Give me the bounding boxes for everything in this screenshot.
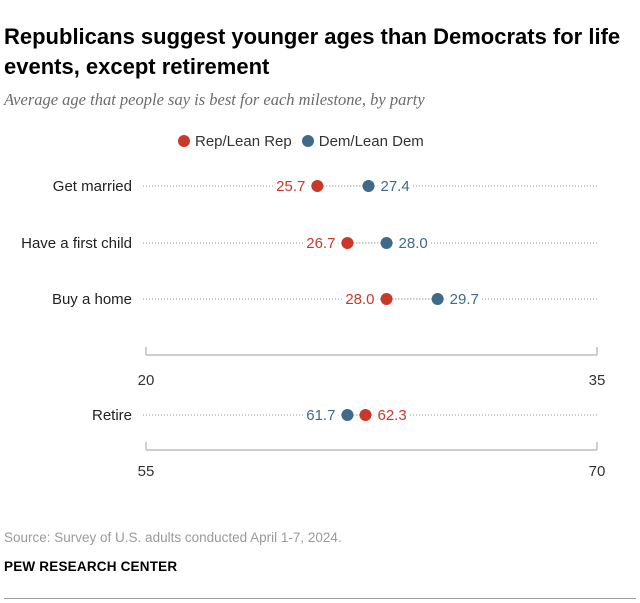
dem-dot (362, 180, 375, 192)
source-note: Source: Survey of U.S. adults conducted … (4, 530, 342, 545)
rep-value-label: 62.3 (377, 407, 406, 424)
value-label-background (446, 291, 482, 308)
legend-dem-label: Dem/Lean Dem (318, 132, 424, 150)
row-label: Have a first child (21, 235, 132, 252)
value-label-background (374, 407, 410, 424)
legend-rep-label: Rep/Lean Rep (195, 132, 292, 150)
value-label-background (303, 235, 339, 252)
x-tick-label: 20 (138, 372, 155, 389)
row-label: Get married (53, 178, 132, 195)
dem-dot (341, 409, 354, 421)
rep-value-label: 26.7 (306, 235, 335, 252)
legend-item-rep: Rep/Lean Rep (178, 133, 292, 150)
legend: Rep/Lean Rep Dem/Lean Dem (178, 131, 434, 151)
bottom-rule (4, 598, 636, 599)
value-label-background (342, 291, 378, 308)
dem-value-label: 27.4 (380, 178, 409, 195)
rep-dot (359, 409, 372, 421)
value-label-background (395, 235, 431, 252)
dem-value-label: 28.0 (399, 235, 428, 252)
rep-dot (311, 180, 324, 192)
row-label: Buy a home (52, 291, 132, 308)
org-name: PEW RESEARCH CENTER (4, 559, 178, 574)
dem-value-label: 61.7 (306, 407, 335, 424)
chart-title: Republicans suggest younger ages than De… (4, 24, 621, 79)
row-label: Retire (92, 407, 132, 424)
rep-dot (341, 237, 354, 249)
value-label-background (273, 178, 309, 195)
legend-dem-dot (301, 135, 314, 147)
legend-rep-dot (178, 135, 190, 147)
value-label-background (303, 407, 339, 424)
rep-value-label: 28.0 (345, 291, 374, 308)
x-tick-label: 55 (138, 463, 155, 480)
chart-subtitle: Average age that people say is best for … (4, 90, 425, 109)
dem-value-label: 29.7 (450, 291, 479, 308)
dot-chart: Get married 25.7 27.4 Have a first child 26.… (21, 178, 606, 480)
x-tick-label: 35 (589, 372, 606, 389)
dem-dot (431, 293, 444, 305)
dem-dot (380, 237, 393, 249)
value-label-background (377, 178, 413, 195)
rep-dot (380, 293, 393, 305)
x-tick-label: 70 (589, 463, 606, 480)
legend-item-dem: Dem/Lean Dem (301, 132, 424, 150)
rep-value-label: 25.7 (276, 178, 305, 195)
